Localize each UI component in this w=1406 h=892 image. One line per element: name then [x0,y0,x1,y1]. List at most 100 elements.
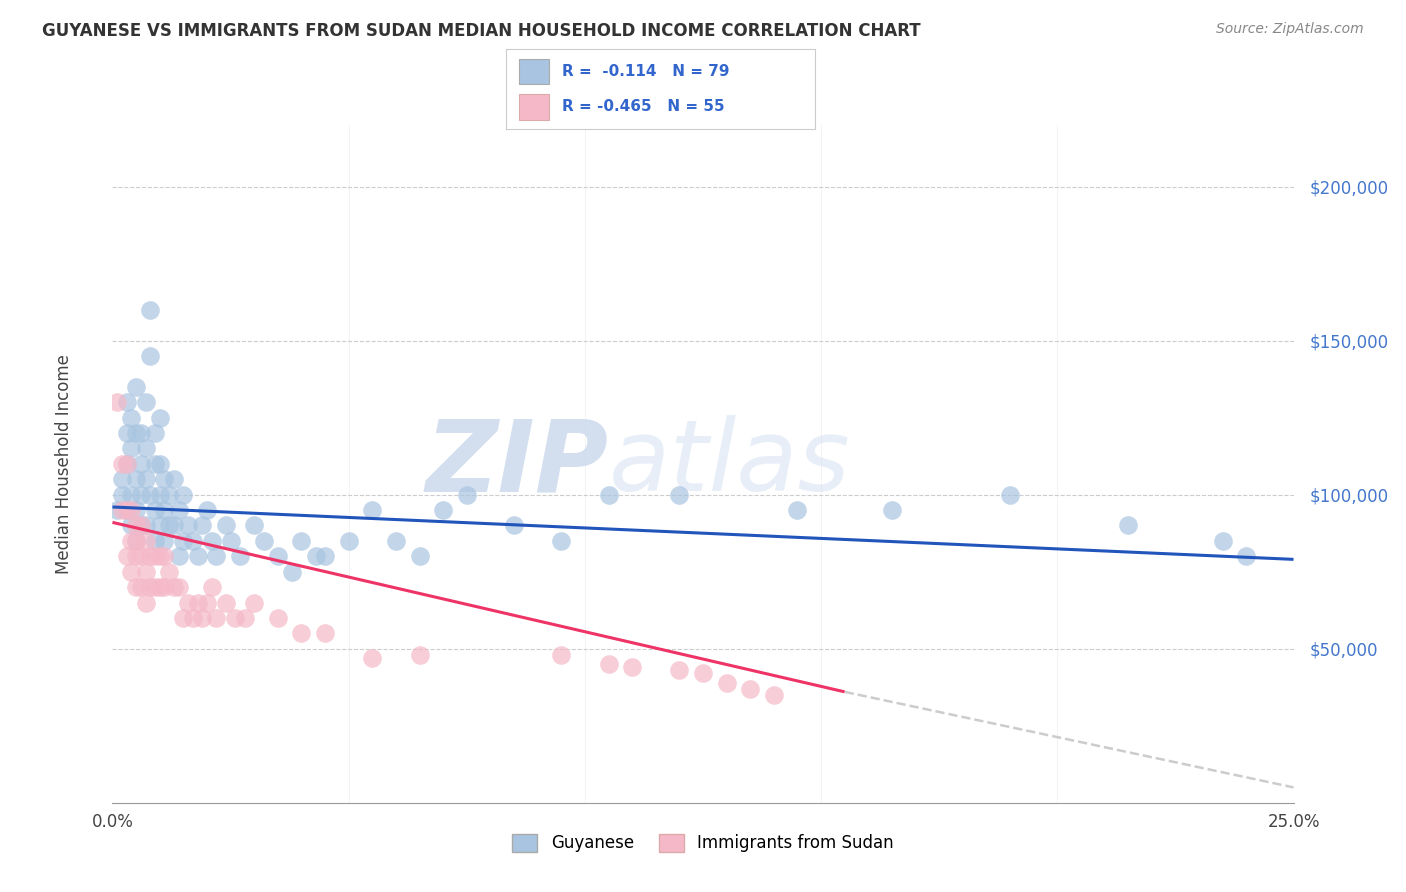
Point [191,518,214,533]
Point [253,533,276,548]
Point [550,533,572,548]
Point [172,488,194,502]
Point [125,380,148,394]
Point [153,549,176,564]
Point [129,425,152,440]
Point [135,395,157,409]
Point [224,611,246,625]
Point [1212,533,1234,548]
Point [149,457,172,471]
Point [129,518,152,533]
Point [115,457,138,471]
Point [243,518,266,533]
Point [181,611,204,625]
Point [149,580,172,594]
Point [120,533,142,548]
Point [762,688,785,702]
Point [186,595,208,609]
Point [163,518,186,533]
Point [408,648,430,662]
Point [163,580,186,594]
Point [105,503,128,517]
Point [215,518,238,533]
Point [408,549,430,564]
Point [432,503,454,517]
Point [143,533,166,548]
Point [135,518,157,533]
Point [195,503,218,517]
Point [186,549,208,564]
Point [115,457,138,471]
Point [157,488,180,502]
Point [111,472,134,486]
Point [163,472,186,486]
Point [181,533,204,548]
Point [120,503,142,517]
Point [125,533,148,548]
Point [281,565,304,579]
Point [115,425,138,440]
Point [243,595,266,609]
Point [598,657,620,672]
Legend: Guyanese, Immigrants from Sudan: Guyanese, Immigrants from Sudan [506,827,900,859]
Point [115,549,138,564]
Point [385,533,408,548]
Point [135,565,157,579]
Point [157,565,180,579]
Point [111,457,134,471]
Point [139,549,162,564]
Point [135,472,157,486]
Text: ZIP: ZIP [426,416,609,512]
Point [143,425,166,440]
Point [205,611,228,625]
Point [125,425,148,440]
Text: GUYANESE VS IMMIGRANTS FROM SUDAN MEDIAN HOUSEHOLD INCOME CORRELATION CHART: GUYANESE VS IMMIGRANTS FROM SUDAN MEDIAN… [42,22,921,40]
Point [167,549,190,564]
Point [456,488,478,502]
Point [149,518,172,533]
Point [621,660,644,674]
Point [115,503,138,517]
Point [503,518,526,533]
Point [120,410,142,425]
Point [167,580,190,594]
Point [143,503,166,517]
Point [314,626,336,640]
Point [111,488,134,502]
Text: R =  -0.114   N = 79: R = -0.114 N = 79 [562,64,730,79]
Point [139,488,162,502]
Point [153,472,176,486]
Point [139,580,162,594]
Point [172,611,194,625]
Point [201,533,224,548]
Point [153,503,176,517]
Point [361,503,384,517]
Point [290,626,312,640]
Point [135,442,157,456]
Point [120,488,142,502]
Point [167,503,190,517]
Text: R = -0.465   N = 55: R = -0.465 N = 55 [562,99,724,114]
Point [125,503,148,517]
Point [1234,549,1257,564]
Point [125,533,148,548]
Point [716,675,738,690]
Point [139,349,162,363]
Point [143,549,166,564]
Point [149,410,172,425]
Point [153,533,176,548]
Point [120,518,142,533]
Point [337,533,360,548]
Bar [519,59,550,85]
Text: atlas: atlas [609,416,851,512]
Point [135,533,157,548]
Point [880,503,903,517]
Point [267,549,290,564]
Point [129,488,152,502]
Point [157,518,180,533]
Point [219,533,242,548]
Point [149,488,172,502]
Point [786,503,808,517]
Point [195,595,218,609]
Point [143,457,166,471]
